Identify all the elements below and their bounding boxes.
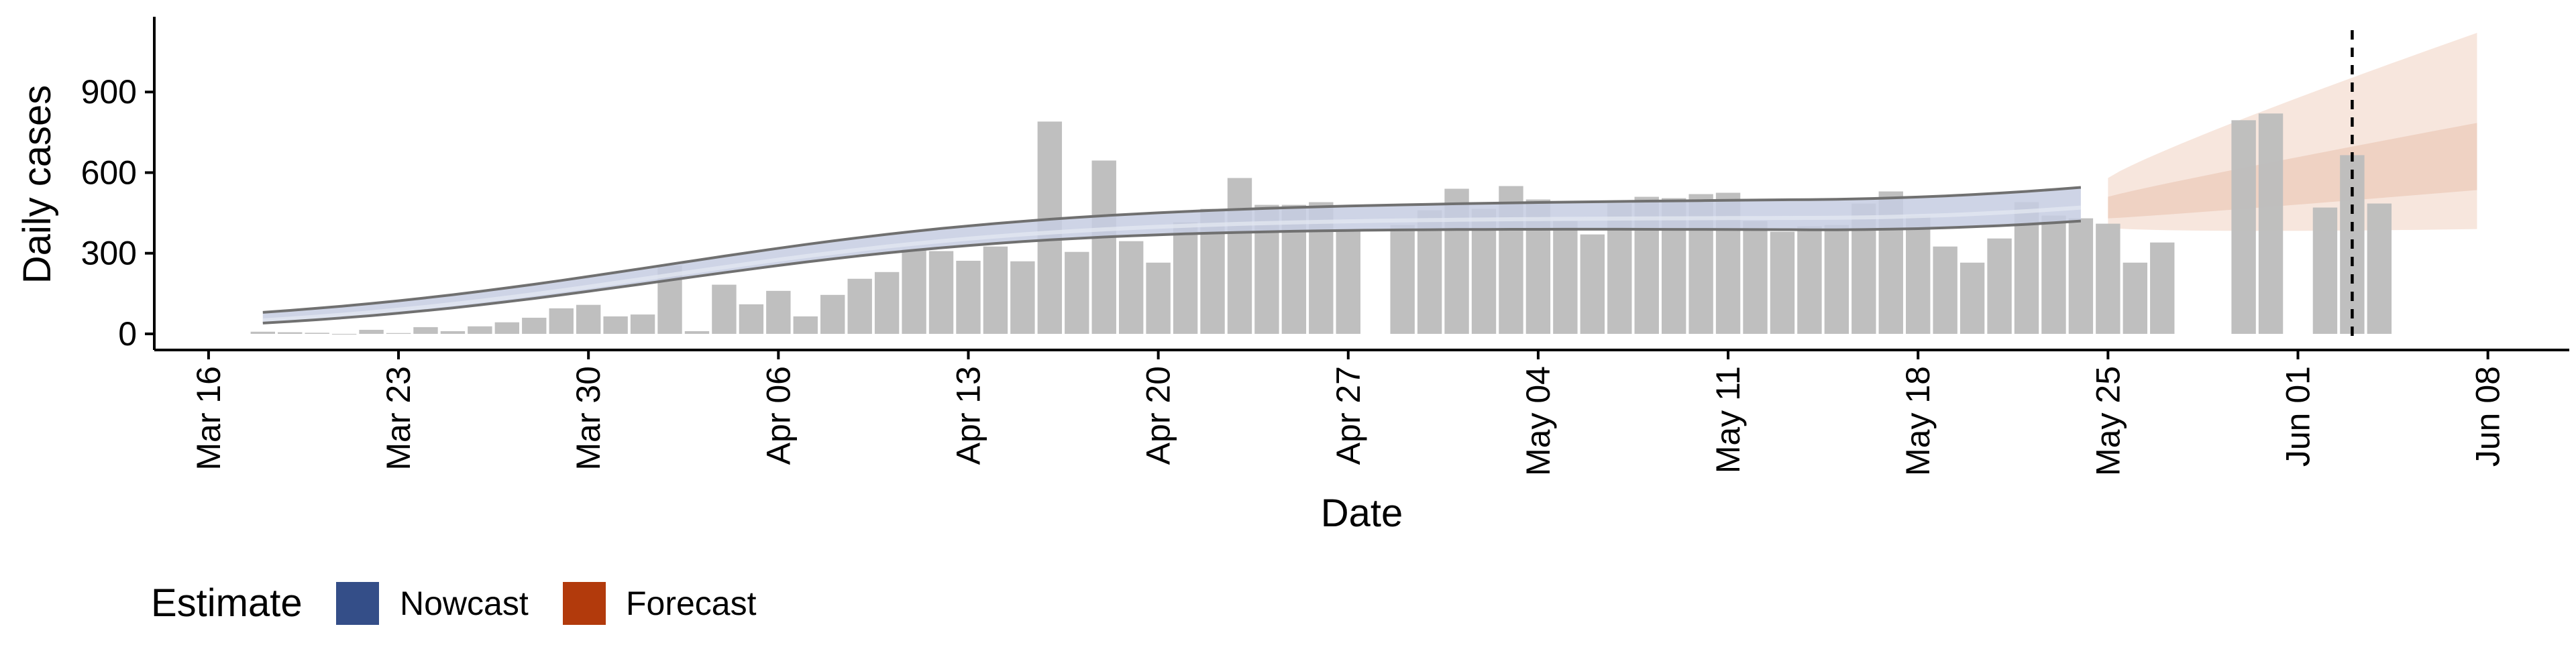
case-bar [684, 331, 710, 334]
nowcast-upper-edge [262, 186, 2082, 314]
case-bar [413, 327, 438, 334]
x-tick-label: Apr 06 [759, 366, 797, 465]
case-bar [386, 333, 411, 334]
legend-swatch-forecast [563, 582, 606, 625]
case-bar [793, 316, 818, 334]
legend: Estimate Nowcast Forecast [151, 581, 757, 625]
case-bar [1743, 221, 1768, 334]
x-tick-label: May 25 [2089, 366, 2127, 476]
x-tick-label: Mar 30 [570, 366, 607, 471]
x-axis-ticks: Mar 16 Mar 23 Mar 30 Apr 06 Apr 13 Apr 20 Apr … [190, 350, 2507, 476]
forecast-bands [2108, 33, 2477, 231]
case-bar [1173, 222, 1198, 334]
case-bar [1065, 251, 1089, 334]
x-tick-label: Apr 27 [1330, 366, 1367, 465]
case-bar [1797, 226, 1822, 334]
axes [153, 17, 2569, 351]
case-bar [1580, 234, 1605, 334]
y-tick-label: 900 [81, 73, 137, 111]
case-bar [1960, 262, 1985, 334]
x-tick-label: Apr 13 [949, 366, 987, 465]
case-bar [1146, 262, 1171, 334]
case-bar [712, 284, 737, 334]
case-bar [2096, 223, 2121, 334]
legend-title: Estimate [151, 581, 303, 625]
y-tick-label: 0 [118, 315, 137, 353]
case-bar [739, 304, 764, 334]
case-bar [278, 332, 303, 334]
case-bar [2231, 120, 2256, 334]
x-tick-label: Mar 23 [380, 366, 417, 471]
x-tick-label: May 11 [1709, 366, 1747, 473]
case-bar [2123, 262, 2148, 334]
legend-swatch-nowcast [336, 582, 379, 625]
case-bar [956, 260, 981, 334]
case-bar [820, 294, 845, 334]
case-bar [359, 329, 384, 334]
nowcast-bands [262, 186, 2082, 325]
x-tick-label: Mar 16 [190, 366, 227, 471]
y-tick-label: 600 [81, 154, 137, 191]
case-bar [440, 331, 466, 334]
x-tick-label: Jun 01 [2279, 366, 2317, 467]
case-bar [928, 251, 954, 334]
case-bar [603, 316, 628, 334]
case-bar [874, 272, 900, 334]
x-axis-title: Date [1321, 491, 1403, 535]
case-bar [1987, 238, 2012, 334]
case-bar [2312, 207, 2338, 334]
y-axis-ticks: 0 300 600 900 [81, 73, 154, 353]
x-tick-label: May 18 [1899, 366, 1937, 476]
case-bar [2258, 113, 2284, 334]
case-bar [1118, 241, 1144, 334]
case-bar [2041, 215, 2066, 334]
x-tick-label: Jun 08 [2469, 366, 2507, 467]
case-bar [847, 278, 872, 334]
case-bar [1770, 231, 1795, 334]
legend-label-nowcast: Nowcast [400, 585, 529, 622]
case-bar [522, 317, 547, 334]
case-bar [1933, 246, 1957, 334]
case-bar [983, 246, 1008, 334]
case-bar [1336, 229, 1360, 334]
case-bar [250, 331, 275, 334]
case-bar [549, 308, 574, 334]
case-bar [1390, 225, 1415, 334]
x-tick-label: Apr 20 [1140, 366, 1177, 465]
reported-cases-bars [250, 113, 2392, 335]
case-bar [1553, 221, 1578, 334]
case-bar [1227, 178, 1252, 334]
case-bar [902, 249, 926, 334]
x-tick-label: May 04 [1519, 366, 1557, 476]
legend-label-forecast: Forecast [626, 585, 757, 622]
forecast-inner-band [2108, 123, 2477, 219]
case-bar [630, 314, 655, 334]
case-bar [331, 333, 357, 335]
case-bar [1906, 215, 1931, 334]
case-bar [766, 290, 791, 334]
nowcast-band [262, 187, 2081, 323]
case-bar [576, 304, 601, 334]
case-bar [2150, 242, 2175, 334]
case-bar [2068, 218, 2094, 334]
case-bar [494, 322, 520, 334]
y-tick-label: 300 [81, 235, 137, 272]
case-bar [305, 333, 329, 334]
nowcast-median [262, 205, 2082, 322]
case-bar [1824, 225, 1849, 334]
y-axis-title: Daily cases [15, 85, 59, 284]
case-bar [1010, 261, 1035, 334]
case-bar [1091, 160, 1116, 334]
case-bar [2367, 203, 2392, 334]
nowcast-lower-edge [262, 219, 2082, 325]
case-bar [468, 326, 492, 334]
